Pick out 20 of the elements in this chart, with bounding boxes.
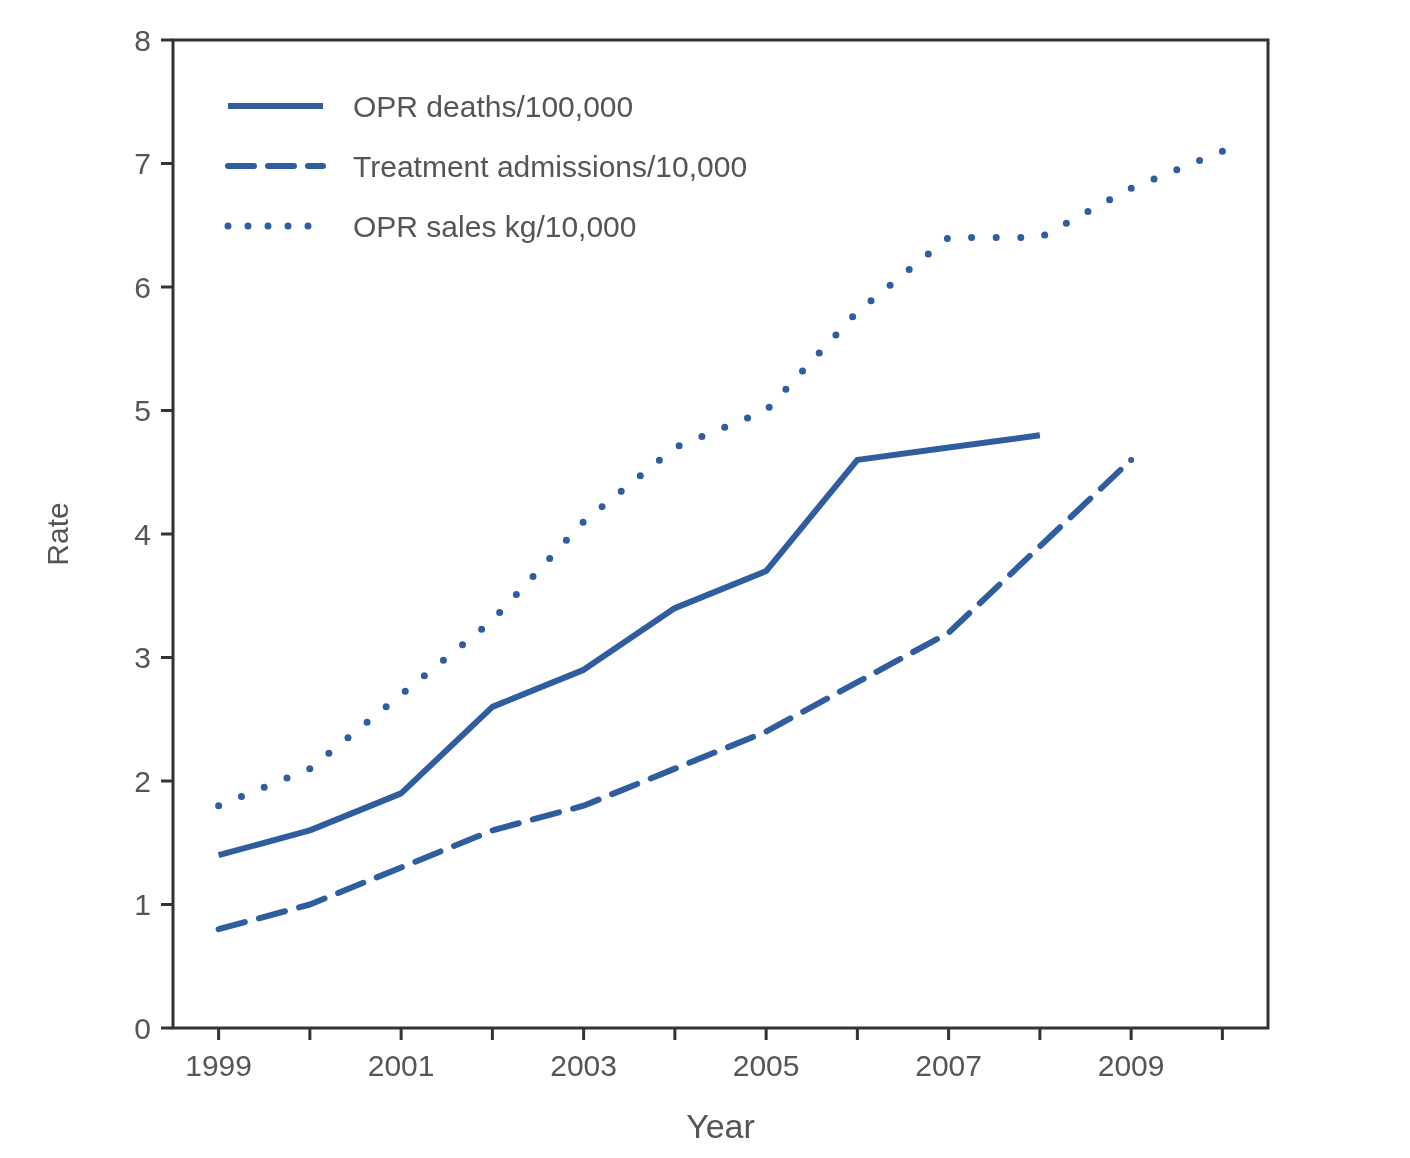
- x-axis-title: Year: [686, 1107, 755, 1145]
- y-axis-title: Rate: [41, 502, 74, 566]
- x-tick-label: 2005: [732, 1049, 800, 1082]
- y-tick-label: 1: [134, 888, 151, 921]
- y-tick-label: 5: [134, 394, 151, 427]
- x-tick-label: 2007: [915, 1049, 982, 1082]
- x-tick-label: 2003: [550, 1049, 617, 1082]
- y-tick-label: 6: [134, 270, 151, 304]
- y-tick-label: 7: [134, 147, 151, 180]
- legend-label: Treatment admissions/10,000: [353, 149, 748, 183]
- x-tick-label: 1999: [185, 1049, 252, 1082]
- y-tick-label: 2: [134, 764, 151, 798]
- legend-label: OPR sales kg/10,000: [353, 209, 637, 243]
- legend-label: OPR deaths/100,000: [353, 89, 634, 123]
- y-tick-label: 8: [134, 23, 151, 57]
- x-tick-label: 2001: [367, 1049, 435, 1082]
- y-tick-label: 4: [134, 517, 151, 551]
- x-tick-label: 2009: [1097, 1049, 1165, 1082]
- y-tick-label: 0: [134, 1011, 151, 1045]
- y-tick-label: 3: [134, 641, 151, 674]
